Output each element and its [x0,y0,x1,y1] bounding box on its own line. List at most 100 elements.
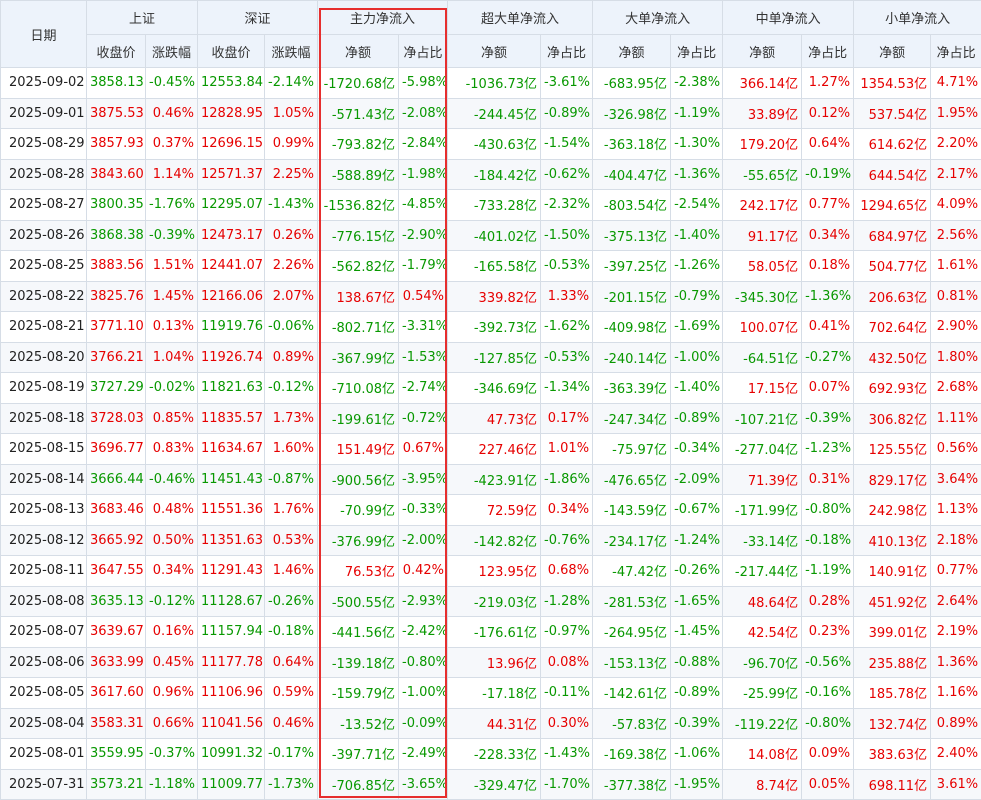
header-sz-change[interactable]: 涨跌幅 [264,34,319,68]
header-medium-amount[interactable]: 净额 [722,34,803,68]
cell-large-amount: -363.18亿 [592,128,672,160]
cell-sz-change: 2.07% [264,280,319,312]
table-row[interactable]: 2025-08-27 3800.35 -1.76% 12295.07 -1.43% -15… [0,189,981,221]
table-row[interactable]: 2025-08-13 3683.46 0.48% 11551.36 1.76% -70.9… [0,494,981,526]
cell-date: 2025-08-26 [0,219,87,251]
table-row[interactable]: 2025-08-11 3647.55 0.34% 11291.43 1.46% 76.53… [0,555,981,587]
cell-main-ratio: -3.95% [398,463,449,495]
cell-date: 2025-08-06 [0,646,87,678]
table-row[interactable]: 2025-08-22 3825.76 1.45% 12166.06 2.07% 138.6… [0,280,981,312]
table-row[interactable]: 2025-08-26 3868.38 -0.39% 12473.17 0.26% -776… [0,219,981,251]
cell-medium-ratio: 0.05% [801,768,855,800]
cell-large-amount: -57.83亿 [592,707,672,739]
cell-main-ratio: -2.08% [398,97,449,129]
cell-large-ratio: -1.45% [670,616,724,648]
header-sh-close[interactable]: 收盘价 [86,34,146,68]
cell-sz-close: 11926.74 [197,341,266,373]
table-body: 2025-09-02 3858.13 -0.45% 12553.84 -2.14% -17… [0,67,981,800]
header-main-ratio[interactable]: 净占比 [398,34,449,68]
header-medium-ratio[interactable]: 净占比 [801,34,855,68]
cell-medium-ratio: 1.27% [801,67,855,99]
cell-sz-change: -1.43% [264,189,319,221]
header-date[interactable]: 日期 [0,0,87,68]
cell-super-amount: -423.91亿 [447,463,542,495]
cell-sh-change: 0.96% [144,677,199,709]
cell-date: 2025-08-22 [0,280,87,312]
cell-main-ratio: -2.74% [398,372,449,404]
cell-main-ratio: -0.80% [398,646,449,678]
cell-sz-change: 1.76% [264,494,319,526]
cell-sz-close: 11821.63 [197,372,266,404]
header-large-ratio[interactable]: 净占比 [670,34,724,68]
cell-medium-amount: -345.30亿 [722,280,803,312]
cell-small-ratio: 1.13% [930,494,981,526]
header-main-amount[interactable]: 净额 [317,34,400,68]
cell-sh-change: 0.50% [144,524,199,556]
table-row[interactable]: 2025-08-12 3665.92 0.50% 11351.63 0.53% -376.… [0,524,981,556]
table-row[interactable]: 2025-08-07 3639.67 0.16% 11157.94 -0.18% -441… [0,616,981,648]
table-row[interactable]: 2025-08-04 3583.31 0.66% 11041.56 0.46% -13.5… [0,707,981,739]
cell-main-amount: -793.82亿 [317,128,400,160]
cell-date: 2025-08-08 [0,585,87,617]
header-sh-change[interactable]: 涨跌幅 [144,34,199,68]
cell-small-amount: 399.01亿 [853,616,932,648]
cell-main-amount: -376.99亿 [317,524,400,556]
cell-large-ratio: -2.54% [670,189,724,221]
cell-large-ratio: -1.36% [670,158,724,190]
table-row[interactable]: 2025-08-25 3883.56 1.51% 12441.07 2.26% -562.… [0,250,981,282]
cell-sh-change: 0.66% [144,707,199,739]
table-row[interactable]: 2025-08-06 3633.99 0.45% 11177.78 0.64% -139.… [0,646,981,678]
cell-small-ratio: 2.56% [930,219,981,251]
cell-medium-amount: 242.17亿 [722,189,803,221]
cell-sz-change: 0.89% [264,341,319,373]
table-row[interactable]: 2025-08-05 3617.60 0.96% 11106.96 0.59% -159.… [0,677,981,709]
cell-large-ratio: -0.26% [670,555,724,587]
table-row[interactable]: 2025-08-14 3666.44 -0.46% 11451.43 -0.87% -90… [0,463,981,495]
table-row[interactable]: 2025-08-21 3771.10 0.13% 11919.76 -0.06% -802… [0,311,981,343]
table-row[interactable]: 2025-09-01 3875.53 0.46% 12828.95 1.05% -571.… [0,97,981,129]
cell-date: 2025-08-18 [0,402,87,434]
header-sz-close[interactable]: 收盘价 [197,34,266,68]
cell-sh-change: -0.12% [144,585,199,617]
cell-sz-change: 2.26% [264,250,319,282]
cell-small-amount: 692.93亿 [853,372,932,404]
cell-main-amount: -588.89亿 [317,158,400,190]
cell-medium-amount: -217.44亿 [722,555,803,587]
header-super-ratio[interactable]: 净占比 [540,34,594,68]
table-row[interactable]: 2025-08-20 3766.21 1.04% 11926.74 0.89% -367.… [0,341,981,373]
cell-large-amount: -75.97亿 [592,433,672,465]
cell-sz-change: -0.26% [264,585,319,617]
table-row[interactable]: 2025-08-19 3727.29 -0.02% 11821.63 -0.12% -71… [0,372,981,404]
cell-sz-change: 1.73% [264,402,319,434]
cell-sh-close: 3843.60 [86,158,146,190]
table-row[interactable]: 2025-08-08 3635.13 -0.12% 11128.67 -0.26% -50… [0,585,981,617]
header-super-amount[interactable]: 净额 [447,34,542,68]
cell-main-ratio: -3.31% [398,311,449,343]
table-row[interactable]: 2025-08-28 3843.60 1.14% 12571.37 2.25% -588.… [0,158,981,190]
cell-small-amount: 684.97亿 [853,219,932,251]
cell-large-ratio: -0.88% [670,646,724,678]
table-row[interactable]: 2025-08-15 3696.77 0.83% 11634.67 1.60% 151.4… [0,433,981,465]
cell-medium-ratio: -0.80% [801,494,855,526]
table-row[interactable]: 2025-08-01 3559.95 -0.37% 10991.32 -0.17% -39… [0,738,981,770]
header-small-ratio[interactable]: 净占比 [930,34,981,68]
cell-medium-ratio: -0.80% [801,707,855,739]
cell-large-amount: -476.65亿 [592,463,672,495]
cell-super-amount: -244.45亿 [447,97,542,129]
cell-sz-change: 0.99% [264,128,319,160]
cell-main-ratio: -2.00% [398,524,449,556]
table-row[interactable]: 2025-08-29 3857.93 0.37% 12696.15 0.99% -793.… [0,128,981,160]
header-large-amount[interactable]: 净额 [592,34,672,68]
table-row[interactable]: 2025-08-18 3728.03 0.85% 11835.57 1.73% -199.… [0,402,981,434]
header-small-amount[interactable]: 净额 [853,34,932,68]
cell-main-amount: -500.55亿 [317,585,400,617]
cell-medium-ratio: 0.18% [801,250,855,282]
header-row-columns: 收盘价 涨跌幅 收盘价 涨跌幅 净额 净占比 净额 净占比 净额 净占比 净额 … [1,34,981,68]
table-row[interactable]: 2025-07-31 3573.21 -1.18% 11009.77 -1.73% -70… [0,768,981,800]
cell-small-amount: 702.64亿 [853,311,932,343]
cell-sh-change: -0.37% [144,738,199,770]
cell-sh-close: 3875.53 [86,97,146,129]
cell-sz-close: 12696.15 [197,128,266,160]
table-row[interactable]: 2025-09-02 3858.13 -0.45% 12553.84 -2.14% -17… [0,67,981,99]
